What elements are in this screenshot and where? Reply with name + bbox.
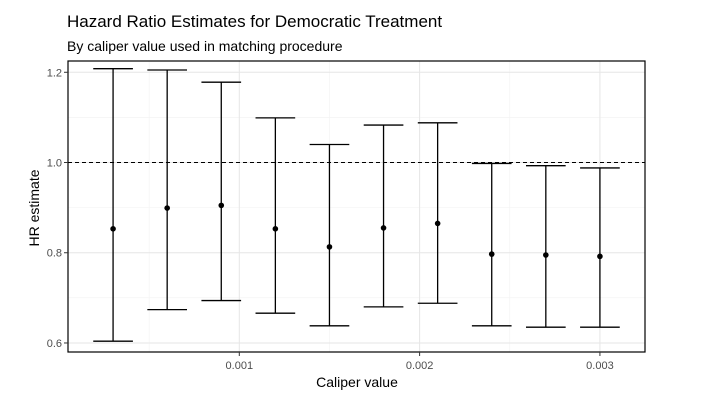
panel-border — [67, 60, 646, 353]
error-bar-1 — [93, 68, 133, 342]
y-tick-label: 0.8 — [47, 248, 62, 260]
error-bar-6 — [363, 124, 404, 308]
error-bars — [93, 68, 620, 342]
error-bar-7 — [417, 122, 458, 304]
point-estimate-4 — [272, 226, 279, 232]
error-bar-8 — [471, 162, 512, 327]
point-estimate-3 — [218, 202, 225, 209]
point-estimate-8 — [488, 251, 495, 257]
y-axis: 0.6 0.8 1.0 1.2 — [47, 67, 68, 350]
error-bar-4 — [255, 117, 296, 314]
x-tick-label: 0.003 — [586, 360, 614, 372]
point-estimate-2 — [164, 205, 170, 211]
x-tick-label: 0.002 — [406, 360, 434, 372]
error-bar-9 — [525, 165, 566, 328]
chart-title: Hazard Ratio Estimates for Democratic Tr… — [67, 12, 442, 31]
y-axis-title: HR estimate — [26, 169, 42, 246]
x-tick-label: 0.001 — [226, 360, 254, 372]
error-bar-3 — [201, 81, 242, 302]
point-estimate-7 — [434, 220, 441, 227]
point-estimate-1 — [110, 226, 116, 232]
grid — [68, 61, 645, 352]
error-bar-5 — [309, 143, 350, 327]
chart-subtitle: By caliper value used in matching proced… — [67, 38, 343, 54]
error-bar-2 — [147, 69, 188, 311]
point-estimate-6 — [380, 225, 387, 231]
y-tick-label: 1.0 — [47, 158, 62, 170]
error-bar-10 — [580, 167, 620, 328]
y-tick-label: 1.2 — [47, 67, 62, 79]
x-axis-title: Caliper value — [316, 374, 398, 390]
point-estimate-10 — [597, 253, 603, 260]
point-estimates — [110, 202, 603, 260]
x-axis: 0.001 0.002 0.003 — [226, 352, 614, 372]
point-estimate-9 — [543, 252, 549, 258]
point-estimate-5 — [326, 244, 333, 250]
y-tick-label: 0.6 — [47, 338, 62, 350]
